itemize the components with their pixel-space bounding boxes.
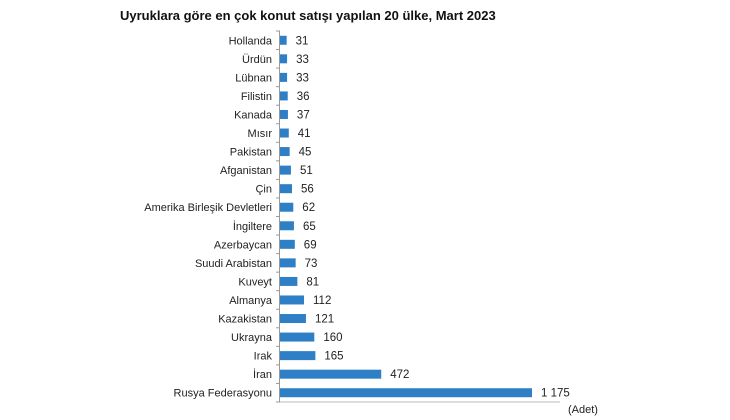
category-label: İngiltere bbox=[233, 220, 272, 233]
chart-title: Uyruklara göre en çok konut satışı yapıl… bbox=[120, 8, 496, 23]
category-label: Lübnan bbox=[235, 72, 272, 84]
category-label: Rusya Federasyonu bbox=[174, 388, 272, 400]
bar bbox=[280, 109, 288, 119]
bar bbox=[280, 369, 382, 379]
value-label: 112 bbox=[313, 295, 331, 307]
bar bbox=[280, 239, 295, 249]
bar bbox=[280, 202, 294, 212]
category-label: Hollanda bbox=[229, 35, 273, 47]
value-label: 51 bbox=[300, 165, 313, 177]
value-label: 160 bbox=[323, 332, 342, 344]
bar bbox=[280, 147, 290, 157]
unit-label: (Adet) bbox=[568, 404, 598, 416]
category-label: Afganistan bbox=[220, 165, 272, 177]
bar bbox=[280, 295, 305, 305]
bar bbox=[280, 72, 288, 82]
category-label: Pakistan bbox=[230, 147, 272, 159]
bar bbox=[280, 165, 291, 175]
bar bbox=[280, 184, 293, 194]
bar bbox=[280, 35, 287, 45]
category-label: Amerika Birleşik Devletleri bbox=[144, 202, 272, 214]
category-label: İran bbox=[253, 368, 272, 381]
value-label: 56 bbox=[301, 184, 314, 196]
category-label: Kazakistan bbox=[218, 314, 272, 326]
value-label: 37 bbox=[297, 109, 310, 121]
value-label: 1 175 bbox=[541, 388, 570, 400]
value-label: 36 bbox=[297, 91, 310, 103]
value-label: 65 bbox=[303, 221, 316, 233]
value-label: 165 bbox=[324, 351, 343, 363]
category-label: Irak bbox=[254, 351, 273, 363]
bar bbox=[280, 276, 298, 286]
category-label: Kanada bbox=[234, 109, 273, 121]
bar bbox=[280, 388, 532, 398]
bar bbox=[280, 258, 296, 268]
bar bbox=[280, 332, 315, 342]
category-label: Azerbaycan bbox=[214, 239, 272, 251]
category-label: Filistin bbox=[241, 91, 272, 103]
category-label: Ürdün bbox=[242, 54, 272, 66]
bar bbox=[280, 221, 294, 231]
category-label: Ukrayna bbox=[231, 332, 273, 344]
category-label: Çin bbox=[255, 184, 272, 196]
bar bbox=[280, 91, 288, 101]
value-label: 33 bbox=[296, 54, 309, 66]
value-label: 33 bbox=[296, 72, 309, 84]
value-label: 45 bbox=[299, 147, 312, 159]
value-label: 472 bbox=[390, 369, 409, 381]
value-label: 41 bbox=[298, 128, 311, 140]
category-label: Kuveyt bbox=[238, 276, 272, 288]
value-label: 31 bbox=[296, 35, 309, 47]
category-label: Almanya bbox=[229, 295, 273, 307]
value-label: 62 bbox=[302, 202, 315, 214]
value-label: 73 bbox=[305, 258, 318, 270]
value-label: 81 bbox=[306, 276, 319, 288]
bar bbox=[280, 351, 316, 361]
category-label: Mısır bbox=[248, 128, 273, 140]
value-label: 121 bbox=[315, 314, 334, 326]
bar bbox=[280, 314, 306, 324]
category-label: Suudi Arabistan bbox=[195, 258, 272, 270]
bar bbox=[280, 54, 288, 64]
value-label: 69 bbox=[304, 239, 317, 251]
bar bbox=[280, 128, 289, 138]
